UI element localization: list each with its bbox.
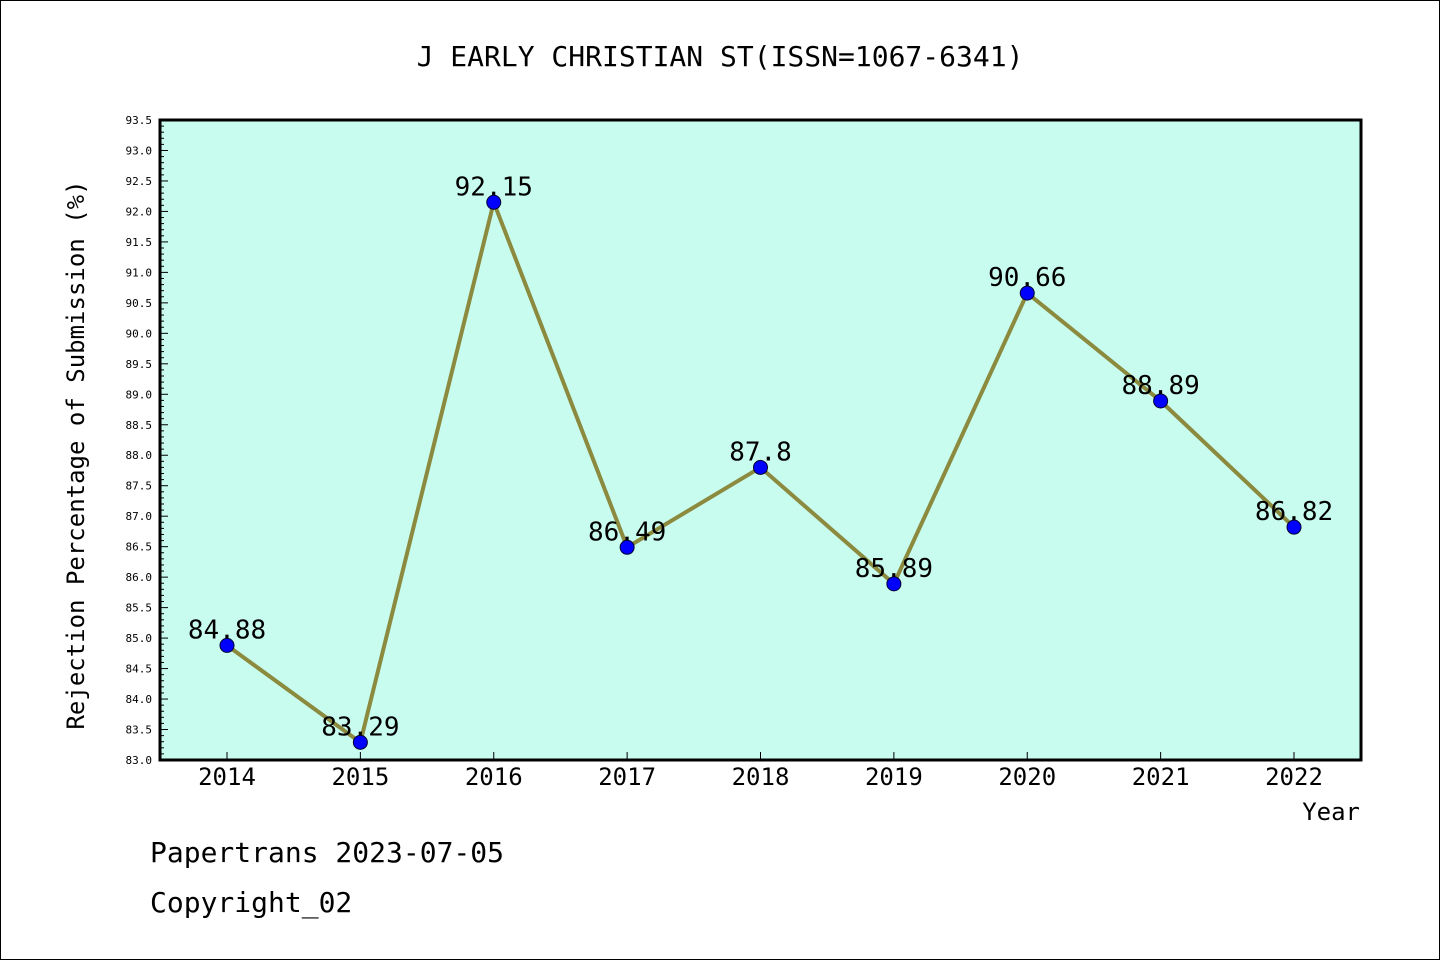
data-point bbox=[1019, 285, 1035, 301]
data-label: 86.82 bbox=[1255, 497, 1333, 527]
data-label: 85.89 bbox=[855, 554, 933, 584]
y-tick-label: 87.5 bbox=[126, 480, 153, 493]
y-tick-label: 88.5 bbox=[126, 419, 153, 432]
data-point bbox=[352, 734, 368, 750]
data-point bbox=[619, 539, 635, 555]
y-tick-label: 92.5 bbox=[126, 175, 153, 188]
x-tick-label: 2020 bbox=[998, 763, 1056, 791]
y-tick-label: 90.0 bbox=[126, 327, 153, 340]
y-tick-label: 86.0 bbox=[126, 571, 153, 584]
data-label: 86.49 bbox=[588, 517, 666, 547]
x-axis: 2014 2015 2016 2017 2018 2019 2020 2021 2022 bbox=[198, 752, 1323, 791]
x-axis-label: Year bbox=[1302, 798, 1360, 826]
data-label: 92.15 bbox=[455, 172, 533, 202]
x-tick-label: 2017 bbox=[598, 763, 656, 791]
plot-area bbox=[158, 118, 1363, 762]
data-point bbox=[1286, 519, 1302, 535]
y-tick-label: 86.5 bbox=[126, 541, 153, 554]
data-labels: 84.88 83.29 92.15 86.49 87.8 85.89 90.66 88.89 8… bbox=[188, 172, 1333, 742]
data-label: 90.66 bbox=[988, 263, 1066, 293]
y-tick-label: 84.5 bbox=[126, 663, 153, 676]
data-label: 84.88 bbox=[188, 615, 266, 645]
y-tick-label: 91.5 bbox=[126, 236, 153, 249]
y-tick-label: 88.0 bbox=[126, 449, 153, 462]
y-tick-label: 89.5 bbox=[126, 358, 153, 371]
y-tick-label: 87.0 bbox=[126, 510, 153, 523]
data-point bbox=[486, 194, 502, 210]
footer-source: Papertrans 2023-07-05 bbox=[150, 836, 505, 869]
y-tick-label: 92.0 bbox=[126, 205, 153, 218]
x-tick-label: 2016 bbox=[465, 763, 523, 791]
chart-title: J EARLY CHRISTIAN ST(ISSN=1067-6341) bbox=[417, 40, 1024, 73]
y-tick-label: 83.5 bbox=[126, 724, 153, 737]
x-tick-label: 2014 bbox=[198, 763, 256, 791]
y-axis: 83.0 83.5 84.0 84.5 85.0 85.5 86.0 86.5 87.0 87.5… bbox=[126, 114, 168, 767]
x-tick-label: 2019 bbox=[865, 763, 923, 791]
y-tick-label: 93.5 bbox=[126, 114, 153, 127]
data-point bbox=[219, 637, 235, 653]
y-tick-label: 85.5 bbox=[126, 602, 153, 615]
y-tick-label: 93.0 bbox=[126, 144, 153, 157]
y-tick-label: 85.0 bbox=[126, 632, 153, 645]
data-point bbox=[1153, 393, 1169, 409]
data-label: 83.29 bbox=[321, 712, 399, 742]
footer-copyright: Copyright_02 bbox=[150, 886, 353, 919]
y-tick-label: 89.0 bbox=[126, 388, 153, 401]
y-tick-label: 90.5 bbox=[126, 297, 153, 310]
data-label: 87.8 bbox=[729, 437, 792, 467]
x-tick-label: 2021 bbox=[1132, 763, 1190, 791]
data-point bbox=[753, 459, 768, 475]
y-axis-label: Rejection Percentage of Submission (%) bbox=[62, 180, 90, 729]
x-tick-label: 2018 bbox=[732, 763, 790, 791]
data-label: 88.89 bbox=[1121, 371, 1199, 401]
x-tick-label: 2022 bbox=[1265, 763, 1323, 791]
y-tick-label: 84.0 bbox=[126, 693, 153, 706]
x-tick-label: 2015 bbox=[331, 763, 389, 791]
data-point bbox=[886, 576, 902, 592]
series-rejection bbox=[219, 194, 1302, 750]
y-tick-label: 91.0 bbox=[126, 266, 153, 279]
y-tick-label: 83.0 bbox=[126, 754, 153, 767]
